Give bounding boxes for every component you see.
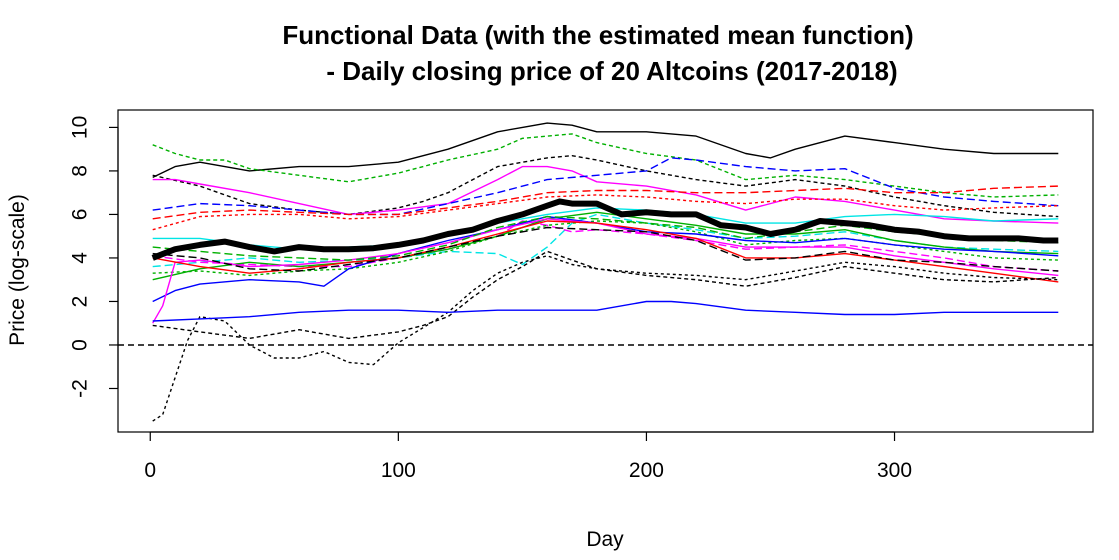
- series-line-5: [152, 157, 1059, 216]
- series-line-2: [152, 133, 1059, 198]
- series-line-19: [152, 300, 1059, 322]
- y-tick-label: 0: [69, 339, 92, 351]
- series-line-7: [152, 194, 1059, 231]
- series-line-6: [152, 185, 1059, 220]
- series-line-17: [152, 255, 1059, 422]
- series-layer: [118, 122, 1093, 422]
- series-line-4: [152, 165, 1059, 224]
- series-line-20: [152, 215, 1059, 261]
- y-axis-label: Price (log-scale): [6, 194, 29, 346]
- x-tick-label: 300: [877, 459, 912, 482]
- x-tick-label: 0: [144, 459, 156, 482]
- y-tick-label: 4: [69, 252, 92, 264]
- series-line-16: [152, 226, 1059, 272]
- chart-title-line-2: - Daily closing price of 20 Altcoins (20…: [326, 56, 897, 86]
- x-tick-label: 100: [381, 459, 416, 482]
- x-tick-label: 200: [629, 459, 664, 482]
- y-tick-label: 10: [69, 116, 92, 139]
- y-tick-label: 2: [69, 296, 92, 308]
- series-line-11: [152, 211, 1059, 281]
- plot-frame: [117, 109, 1094, 433]
- y-tick-label: 6: [69, 209, 92, 221]
- series-line-14: [152, 218, 1059, 324]
- chart-title-line-1: Functional Data (with the estimated mean…: [282, 20, 913, 50]
- x-axis-label: Day: [586, 528, 624, 551]
- mean-function-line: [151, 198, 1059, 261]
- y-tick-label: 8: [69, 165, 92, 177]
- series-line-1: [152, 122, 1059, 179]
- y-tick-label: -2: [69, 379, 92, 398]
- series-line-15: [152, 220, 1059, 283]
- axes-layer: 0 100 200 300 -2 0 2 4 6 8 10: [69, 109, 1094, 482]
